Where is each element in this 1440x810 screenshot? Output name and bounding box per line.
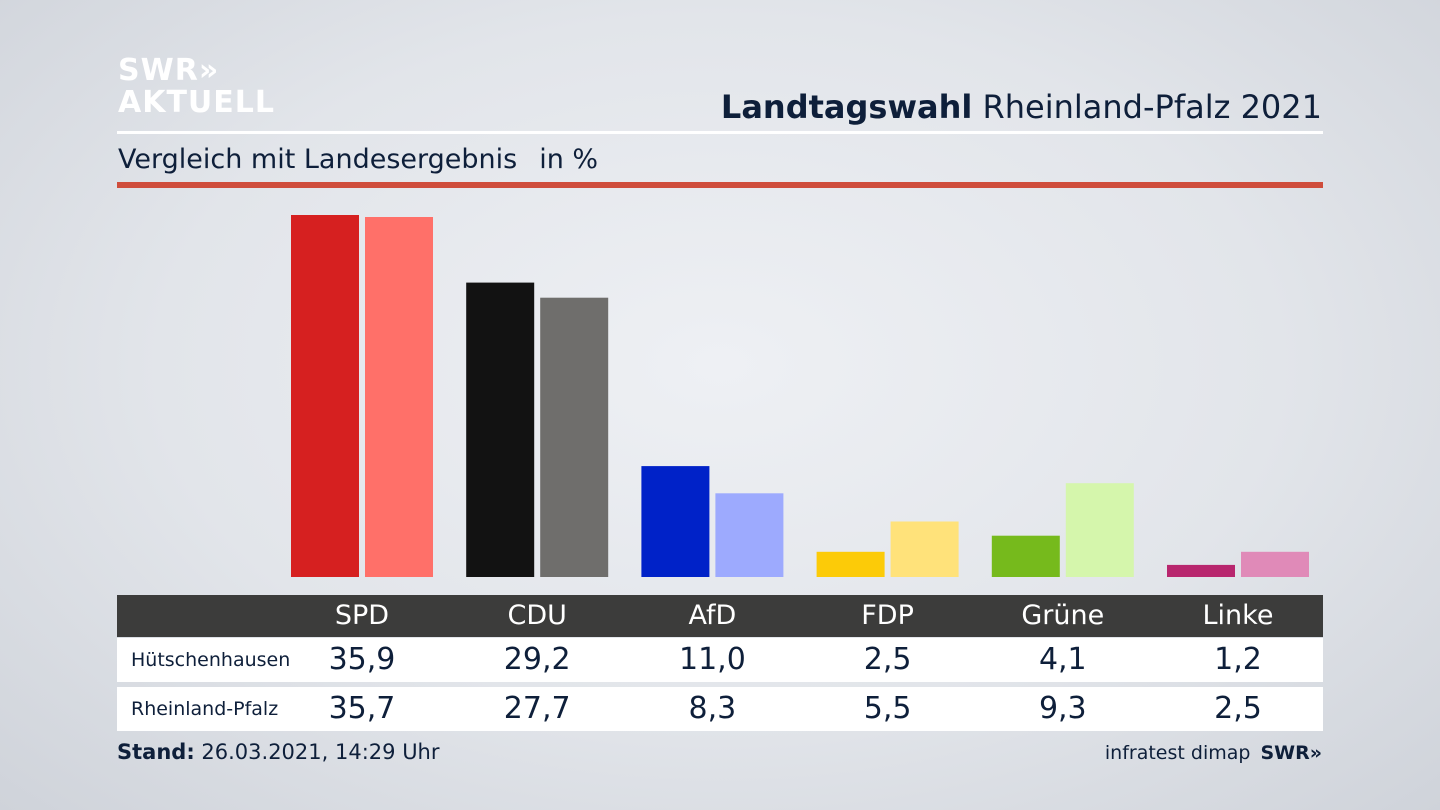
title-rest: Rheinland-Pfalz 2021	[982, 88, 1322, 126]
footer-swr-text: SWR	[1260, 742, 1310, 764]
logo-line2: AKTUELL	[118, 85, 276, 120]
table-cell: 2,5	[863, 642, 912, 677]
table-cell: 35,9	[328, 642, 396, 677]
subtitle-unit: in %	[539, 144, 599, 175]
table-cell: 5,5	[863, 691, 912, 726]
column-header: SPD	[334, 600, 390, 631]
column-header: FDP	[861, 600, 914, 631]
bar-linke-local	[1167, 564, 1235, 577]
bar-chart	[291, 215, 1309, 577]
footer-arrows-icon: »	[1309, 742, 1322, 764]
divider-red	[117, 182, 1323, 188]
table-header: SPD CDU AfD FDP Grüne Linke	[117, 595, 1323, 637]
row-label: Rheinland-Pfalz	[131, 698, 279, 720]
footer-swr-logo: SWR»	[1260, 742, 1322, 764]
subtitle: Vergleich mit Landesergebnis in %	[118, 144, 598, 175]
table-row: Rheinland-Pfalz 35,7 27,7 8,3 5,5 9,3 2,5	[117, 687, 1323, 731]
subtitle-text: Vergleich mit Landesergebnis	[118, 144, 518, 175]
divider-white	[117, 131, 1323, 134]
table-cell: 35,7	[328, 691, 396, 726]
table-cell: 4,1	[1038, 642, 1087, 677]
bar-fdp-state	[890, 521, 959, 577]
table-cell: 1,2	[1214, 642, 1262, 677]
bar-grne-local	[991, 535, 1060, 577]
timestamp: Stand: 26.03.2021, 14:29 Uhr	[117, 740, 440, 764]
table-cell: 27,7	[503, 691, 571, 726]
table-cell: 8,3	[688, 691, 737, 726]
bar-spd-state	[365, 217, 433, 577]
bar-linke-state	[1241, 551, 1309, 577]
bar-afd-state	[715, 493, 784, 577]
stand-value: 26.03.2021, 14:29 Uhr	[201, 740, 440, 764]
title-bold: Landtagswahl	[720, 88, 973, 126]
stand-label: Stand:	[117, 740, 195, 764]
table-cell: 11,0	[678, 642, 746, 677]
source-credit: infratest dimap SWR»	[1105, 742, 1322, 764]
row-label: Hütschenhausen	[131, 649, 291, 671]
source-text: infratest dimap	[1104, 742, 1251, 764]
bar-cdu-state	[540, 297, 609, 577]
bar-grne-state	[1065, 483, 1134, 577]
table-cell: 2,5	[1214, 691, 1262, 726]
column-header: Grüne	[1021, 600, 1105, 631]
table-cell: 29,2	[503, 642, 571, 677]
bar-spd-local	[291, 215, 359, 577]
column-header: AfD	[688, 600, 737, 631]
page-title: Landtagswahl Rheinland-Pfalz 2021	[721, 88, 1322, 126]
bar-afd-local	[641, 466, 710, 577]
bar-cdu-local	[466, 282, 535, 577]
swr-aktuell-logo: SWR» AKTUELL	[118, 56, 275, 118]
column-header: CDU	[507, 600, 567, 631]
logo-arrows-icon: »	[198, 53, 220, 88]
logo-line1: SWR	[118, 53, 199, 88]
column-header: Linke	[1202, 600, 1274, 631]
bar-fdp-local	[816, 551, 885, 577]
table-cell: 9,3	[1038, 691, 1087, 726]
table-row: Hütschenhausen 35,9 29,2 11,0 2,5 4,1 1,2	[117, 638, 1323, 682]
